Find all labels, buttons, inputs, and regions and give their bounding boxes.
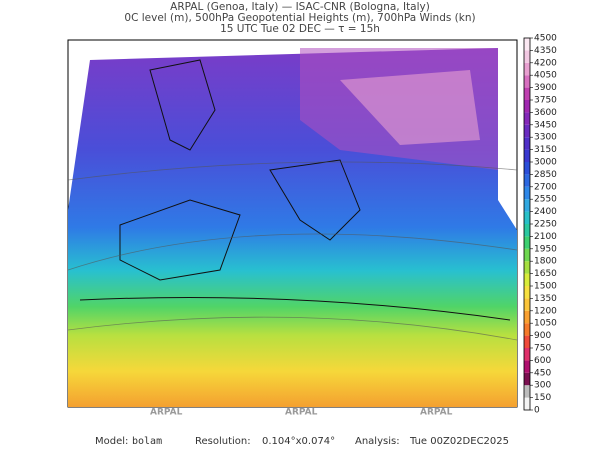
watermark: ARPAL bbox=[285, 408, 318, 418]
colorbar-label: 3750 bbox=[534, 96, 557, 106]
colorbar-band bbox=[524, 348, 530, 361]
colorbar-band bbox=[524, 50, 530, 63]
contour bbox=[67, 161, 518, 341]
colorbar-band bbox=[524, 224, 530, 237]
colorbar-label: 3450 bbox=[534, 120, 557, 130]
colorbar-label: 450 bbox=[534, 368, 551, 378]
colorbar-band bbox=[524, 162, 530, 175]
header-line: 15 UTC Tue 02 DEC — τ = 15h bbox=[220, 23, 380, 35]
footer-label: Model: bbox=[95, 436, 128, 447]
colorbar-label: 2700 bbox=[534, 182, 557, 192]
colorbar-band bbox=[524, 62, 530, 76]
colorbar-label: 4350 bbox=[534, 46, 557, 56]
colorbar-label: 3600 bbox=[534, 108, 557, 118]
colorbar-label: 4200 bbox=[534, 58, 557, 68]
colorbar-label: 3300 bbox=[534, 133, 557, 143]
colorbar-band bbox=[524, 298, 530, 311]
colorbar-label: 750 bbox=[534, 344, 551, 354]
colorbar-label: 2550 bbox=[534, 195, 557, 205]
colorbar-label: 1650 bbox=[534, 269, 557, 279]
colorbar-label: 3150 bbox=[534, 145, 557, 155]
colorbar-band bbox=[524, 124, 530, 138]
colorbar-label: 2250 bbox=[534, 220, 557, 230]
colorbar-label: 1050 bbox=[534, 319, 557, 329]
colorbar-label: 150 bbox=[534, 393, 551, 403]
footer-label: Resolution: bbox=[195, 436, 251, 447]
colorbar-band bbox=[524, 100, 530, 113]
colorbar-label: 2400 bbox=[534, 207, 557, 217]
colorbar-band bbox=[524, 286, 530, 299]
colorbar-label: 1500 bbox=[534, 282, 557, 292]
colorbar-band bbox=[524, 112, 530, 125]
colorbar-band bbox=[524, 397, 530, 410]
footer-value: 0.104°x0.074° bbox=[262, 436, 335, 447]
colorbar-label: 1350 bbox=[534, 294, 557, 304]
watermark: ARPAL bbox=[150, 408, 183, 418]
colorbar-band bbox=[524, 273, 530, 286]
colorbar-band bbox=[524, 38, 530, 51]
colorbar-label: 3000 bbox=[534, 158, 557, 168]
colorbar-band bbox=[524, 310, 530, 324]
header-line: ARPAL (Genoa, Italy) — ISAC-CNR (Bologna… bbox=[170, 1, 430, 13]
footer-label: Analysis: bbox=[355, 436, 400, 447]
colorbar-band bbox=[524, 186, 530, 200]
colorbar-label: 2100 bbox=[534, 232, 557, 242]
map-field bbox=[340, 70, 480, 145]
colorbar-band bbox=[524, 372, 530, 386]
colorbar-band bbox=[524, 211, 530, 224]
colorbar-band bbox=[524, 261, 530, 274]
colorbar-label: 1950 bbox=[534, 244, 557, 254]
colorbar-band bbox=[524, 87, 530, 100]
footer-value: bolam bbox=[132, 436, 162, 447]
colorbar-band bbox=[524, 137, 530, 150]
colorbar-band bbox=[524, 149, 530, 162]
colorbar-band bbox=[524, 236, 530, 249]
coastline bbox=[79, 59, 511, 321]
colorbar-band bbox=[524, 360, 530, 373]
colorbar-label: 4050 bbox=[534, 71, 557, 81]
colorbar-label: 4500 bbox=[534, 34, 557, 44]
watermarks: ARPAL ARPAL ARPAL bbox=[150, 408, 453, 418]
colorbar-band bbox=[524, 335, 530, 348]
colorbar-band bbox=[524, 248, 530, 262]
colorbar-band bbox=[524, 174, 530, 187]
colorbar-label: 2850 bbox=[534, 170, 557, 180]
colorbar-label: 900 bbox=[534, 331, 551, 341]
footer-value: Tue 00Z02DEC2025 bbox=[409, 436, 509, 447]
colorbar-label: 600 bbox=[534, 356, 551, 366]
colorbar-label: 3900 bbox=[534, 83, 557, 93]
colorbar-label: 0 bbox=[534, 406, 540, 416]
colorbar-band bbox=[524, 323, 530, 336]
colorbar-label: 1200 bbox=[534, 306, 557, 316]
header-line: 0C level (m), 500hPa Geopotential Height… bbox=[124, 12, 475, 24]
colorbar-label: 300 bbox=[534, 381, 551, 391]
colorbar-label: 1800 bbox=[534, 257, 557, 267]
colorbar-band bbox=[524, 75, 530, 88]
map bbox=[67, 39, 518, 408]
colorbar-band bbox=[524, 385, 530, 398]
colorbar-band bbox=[524, 199, 530, 212]
colorbar: 0 150 300 450 600 750 900 1050 1200 1350 1500 1650 1… bbox=[523, 34, 557, 416]
watermark: ARPAL bbox=[420, 408, 453, 418]
